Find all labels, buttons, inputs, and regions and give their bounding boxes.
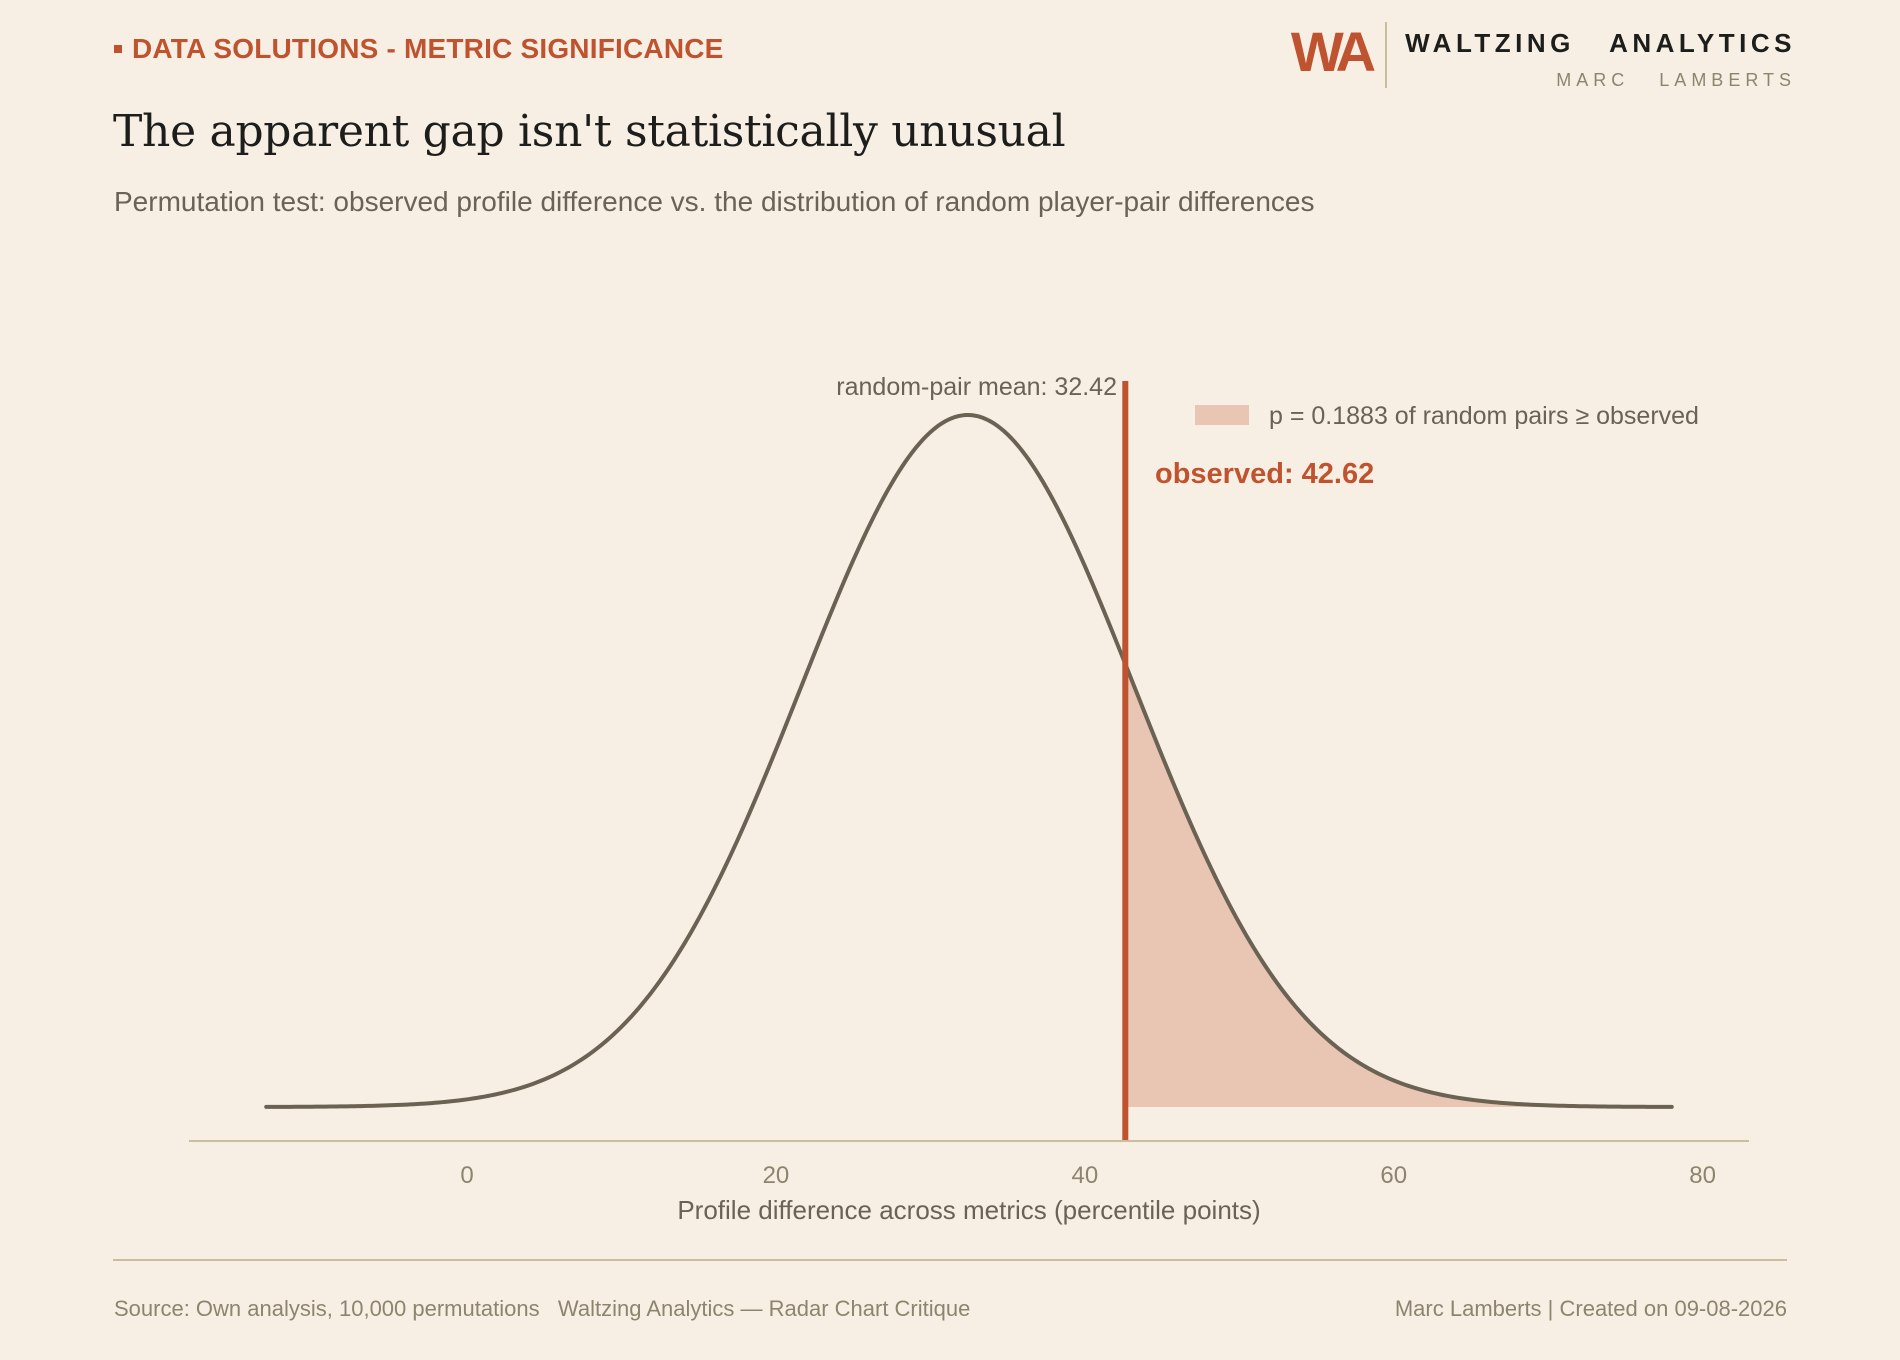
density-curve [264, 413, 1674, 1109]
legend-swatch [1195, 405, 1249, 425]
brand-name: WALTZING ANALYTICS [1405, 28, 1796, 58]
brand-author: MARC LAMBERTS [1556, 70, 1796, 90]
x-tick-label: 0 [460, 1162, 473, 1189]
x-axis-label: Profile difference across metrics (perce… [677, 1195, 1260, 1225]
legend-label: p = 0.1883 of random pairs ≥ observed [1269, 402, 1699, 430]
x-tick-label: 80 [1689, 1162, 1716, 1189]
section-kicker: DATA SOLUTIONS - METRIC SIGNIFICANCE [114, 33, 724, 65]
mean-label: random-pair mean: 32.42 [836, 373, 1117, 401]
kicker-text: DATA SOLUTIONS - METRIC SIGNIFICANCE [132, 33, 724, 64]
x-tick-label: 20 [763, 1162, 790, 1189]
page-subtitle: Permutation test: observed profile diffe… [114, 186, 1315, 217]
brand-divider [1385, 22, 1388, 88]
x-tick-labels: 0 20 40 60 80 [460, 1162, 1716, 1189]
tail-area [1125, 663, 1672, 1107]
kicker-square-icon [114, 45, 122, 53]
x-tick-label: 60 [1380, 1162, 1407, 1189]
observed-label: observed: 42.62 [1155, 458, 1374, 490]
brand-logo: WA [1290, 20, 1376, 83]
brand-block: WA WALTZING ANALYTICS MARC LAMBERTS [1291, 18, 1796, 90]
brand-text: WALTZING ANALYTICS MARC LAMBERTS [1405, 18, 1796, 91]
page-title: The apparent gap isn't statistically unu… [113, 106, 1066, 157]
footer-credit: Marc Lamberts | Created on 09-08-2026 [1394, 1296, 1787, 1321]
x-tick-label: 40 [1071, 1162, 1098, 1189]
footer-divider [113, 1259, 1787, 1261]
footer-source: Source: Own analysis, 10,000 permutation… [114, 1296, 971, 1321]
